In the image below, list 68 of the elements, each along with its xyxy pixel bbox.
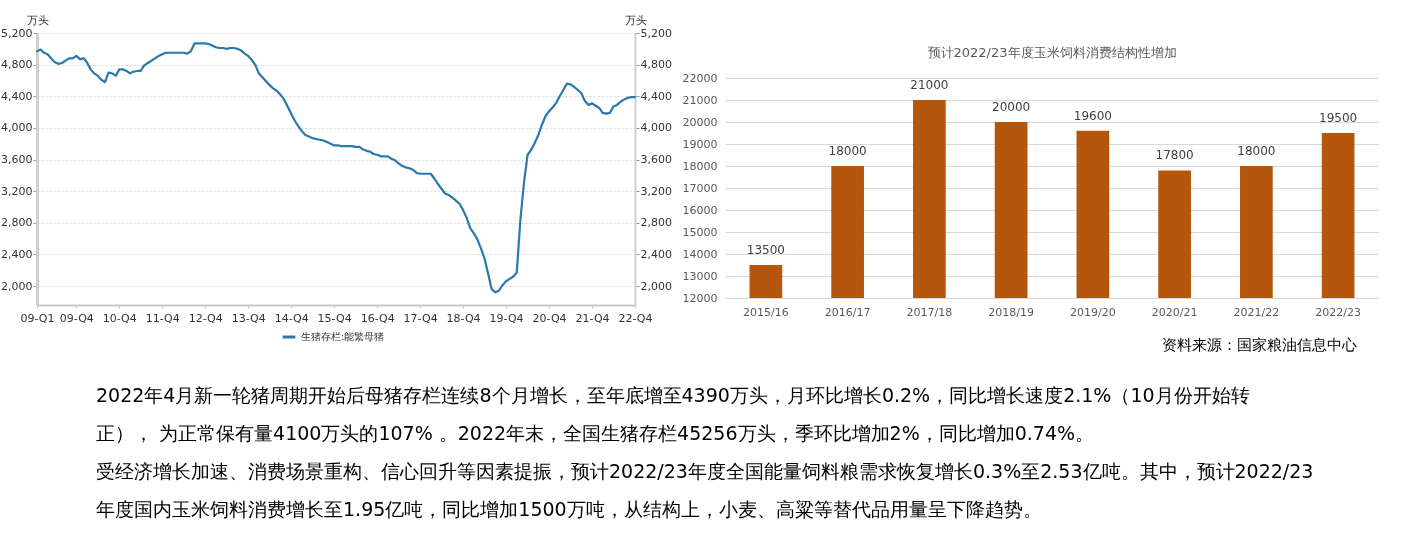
y-tick-label: 21000 (682, 93, 718, 107)
y-tick-label: 20000 (682, 115, 718, 129)
y2-tick-label: 2,000 (640, 279, 672, 293)
x-tick-label: 2021/22 (1233, 305, 1280, 319)
y-tick-label: 15000 (682, 225, 718, 239)
y-tick-label: 4,800 (1, 58, 33, 72)
y-tick-label: 2,400 (1, 247, 33, 261)
x-tick-label: 11-Q4 (145, 311, 180, 325)
data-label: 17800 (1155, 148, 1194, 163)
x-tick-label: 16-Q4 (360, 311, 395, 325)
x-tick-label: 2018/19 (988, 305, 1034, 319)
y2-tick-label: 2,800 (640, 216, 672, 230)
y-tick-label: 2,800 (1, 216, 33, 230)
data-label: 13500 (746, 243, 785, 257)
legend-label: 生猪存栏:能繁母猪 (301, 331, 385, 342)
x-tick-label: 15-Q4 (317, 311, 352, 325)
y2-axis-title: 万头 (624, 13, 647, 27)
y-tick-label: 14000 (682, 247, 718, 261)
y-tick-label: 4,000 (1, 121, 33, 135)
text: 资料来源：国家粮油信息中心 (1162, 336, 1357, 354)
y-axis-title: 万头 (26, 13, 49, 27)
y-tick-label: 16000 (682, 203, 718, 217)
x-tick-label: 09-Q1 (20, 311, 55, 325)
y-tick-label: 13000 (682, 269, 718, 283)
y-tick-label: 12000 (682, 291, 718, 305)
data-label: 18000 (1237, 144, 1276, 158)
y2-tick-label: 5,200 (640, 26, 672, 40)
x-tick-label: 18-Q4 (446, 311, 481, 325)
x-tick-label: 22-Q4 (618, 311, 653, 325)
data-label: 19500 (1319, 111, 1358, 125)
x-tick-label: 14-Q4 (274, 311, 309, 325)
text: 受经济增长加速、消费场景重构、信心回升等因素提振，预计2022/23年度全国能量饲料粮需求恢复增长0.3%至2.53亿吨。其中，预计2022/23年度国内玉米饲料消费增长至1.95亿吨，同比增加1500万吨，从结构上，小麦、高粱等替代品用量呈下降趋势。 (96, 460, 1314, 520)
y-tick-label: 17000 (682, 181, 718, 195)
y2-tick-label: 2,400 (640, 247, 672, 261)
y-tick-label: 3,600 (1, 153, 33, 167)
y2-tick-label: 4,800 (640, 58, 672, 72)
y2-tick-label: 3,200 (640, 184, 672, 198)
x-tick-label: 2017/18 (906, 305, 953, 319)
y2-tick-label: 4,400 (640, 89, 672, 103)
y-tick-label: 22000 (682, 71, 718, 85)
x-tick-label: 13-Q4 (231, 311, 266, 325)
x-tick-label: 21-Q4 (575, 311, 610, 325)
y-tick-label: 3,200 (1, 184, 33, 198)
x-tick-label: 10-Q4 (102, 311, 137, 325)
data-label: 20000 (992, 100, 1031, 114)
text: 2022年4月新一轮猪周期开始后母猪存栏连续8个月增长，至年底增至4390万头，月环比增长0.2%，同比增长速度2.1%（10月份开始转正）， 为正常保有量4100万头的107% 。2022年末，全国生猪存栏45256万头，季环比增加2%，同比增加0.74%。 (96, 384, 1250, 444)
x-tick-label: 2020/21 (1151, 305, 1198, 319)
y-tick-label: 18000 (682, 159, 718, 173)
x-tick-label: 19-Q4 (489, 311, 524, 325)
y-tick-label: 19000 (682, 137, 718, 151)
x-tick-label: 20-Q4 (532, 311, 567, 325)
x-tick-label: 2016/17 (824, 305, 871, 319)
x-tick-label: 12-Q4 (188, 311, 223, 325)
chart-title: 预计2022/23年度玉米饲料消费结构性增加 (927, 45, 1177, 60)
y-tick-label: 4,400 (1, 89, 33, 103)
x-tick-label: 2022/23 (1315, 305, 1361, 319)
x-tick-label: 2019/20 (1070, 305, 1116, 319)
x-tick-label: 17-Q4 (403, 311, 438, 325)
y-tick-label: 2,000 (1, 279, 33, 293)
data-label: 19600 (1073, 108, 1112, 123)
y-tick-label: 5,200 (1, 26, 33, 40)
x-tick-label: 09-Q4 (59, 311, 94, 325)
line-series (35, 42, 637, 294)
y2-tick-label: 3,600 (640, 153, 672, 167)
y2-tick-label: 4,000 (640, 121, 672, 135)
data-label: 21000 (910, 78, 949, 92)
x-tick-label: 2015/16 (743, 305, 789, 319)
data-label: 18000 (828, 144, 867, 158)
